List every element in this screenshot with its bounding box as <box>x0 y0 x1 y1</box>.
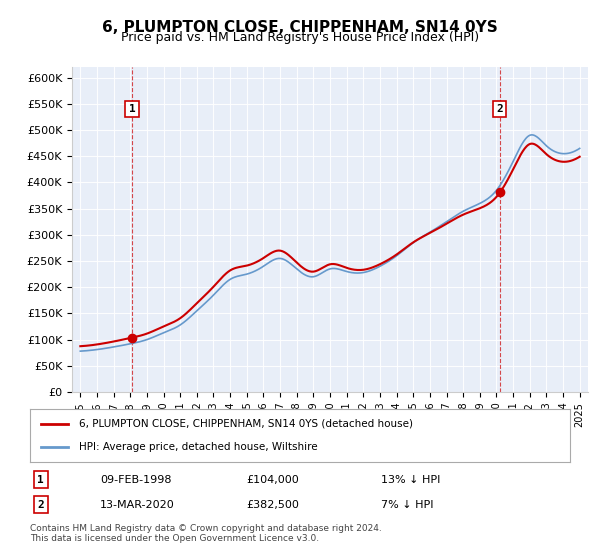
Text: 7% ↓ HPI: 7% ↓ HPI <box>381 500 433 510</box>
Text: 13% ↓ HPI: 13% ↓ HPI <box>381 475 440 485</box>
Text: 1: 1 <box>37 475 44 485</box>
Text: £104,000: £104,000 <box>246 475 299 485</box>
Text: Price paid vs. HM Land Registry's House Price Index (HPI): Price paid vs. HM Land Registry's House … <box>121 31 479 44</box>
Text: HPI: Average price, detached house, Wiltshire: HPI: Average price, detached house, Wilt… <box>79 442 317 452</box>
Text: 6, PLUMPTON CLOSE, CHIPPENHAM, SN14 0YS: 6, PLUMPTON CLOSE, CHIPPENHAM, SN14 0YS <box>102 20 498 35</box>
Text: 6, PLUMPTON CLOSE, CHIPPENHAM, SN14 0YS (detached house): 6, PLUMPTON CLOSE, CHIPPENHAM, SN14 0YS … <box>79 419 413 429</box>
Text: 2: 2 <box>37 500 44 510</box>
Text: 2: 2 <box>496 104 503 114</box>
Text: £382,500: £382,500 <box>246 500 299 510</box>
Text: 09-FEB-1998: 09-FEB-1998 <box>100 475 172 485</box>
Text: 1: 1 <box>128 104 135 114</box>
Text: Contains HM Land Registry data © Crown copyright and database right 2024.
This d: Contains HM Land Registry data © Crown c… <box>30 524 382 543</box>
Text: 13-MAR-2020: 13-MAR-2020 <box>100 500 175 510</box>
